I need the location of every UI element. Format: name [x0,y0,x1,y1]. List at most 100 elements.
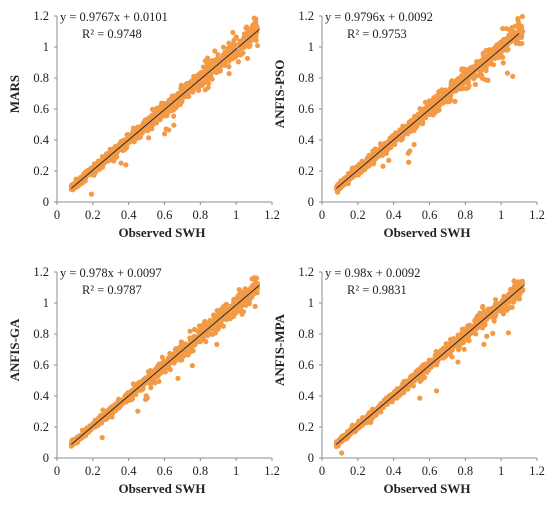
data-point [253,16,259,22]
data-point [439,94,445,100]
data-point [204,55,211,61]
y-tick-label: 0 [308,195,314,209]
data-point [516,296,523,302]
r-squared-label: R² = 0.9748 [82,27,142,41]
y-tick-label: 1.2 [298,265,314,279]
y-tick-label: 0.8 [298,327,314,341]
chart-panel-3: 0 0.2 0.4 0.6 0.8 1 1.2 0 0.2 0.4 0.6 0.8 1 1.2 Observ… [7,265,280,496]
data-point [467,65,473,71]
data-point [486,308,492,315]
data-point [465,323,471,329]
y-tick-label: 0.4 [298,389,314,403]
data-point [165,109,171,115]
data-point [435,357,441,363]
data-point [433,93,439,99]
x-tick-label: 0.6 [422,464,438,478]
data-point [500,25,506,32]
data-point [400,381,406,387]
data-point [201,330,207,336]
data-point [205,85,211,91]
trendline [71,28,260,189]
r-squared-label: R² = 0.9787 [82,283,142,297]
data-point [233,310,239,316]
data-point [484,54,490,60]
data-point [382,140,388,146]
data-point [472,319,478,325]
x-axis-label: Observed SWH [383,225,470,240]
y-tick-label: 0.8 [33,327,49,341]
x-axis-label: Observed SWH [118,225,205,240]
data-point [417,395,423,401]
data-point [100,407,106,413]
x-tick-label: 0.4 [121,208,137,222]
trendline [336,33,520,189]
data-point [207,317,213,324]
data-point [97,159,104,165]
data-point [251,291,257,297]
x-tick-label: 0.8 [193,464,209,478]
x-tick-label: 1.2 [529,464,545,478]
data-point [484,333,490,339]
data-point [186,82,192,88]
data-point [459,66,465,72]
y-tick-label: 0 [43,195,49,209]
data-point [223,301,230,307]
y-tick-label: 0 [43,451,49,465]
y-tick-label: 0.4 [33,389,49,403]
data-point [426,98,433,104]
data-point [163,126,169,132]
data-point [519,40,525,47]
data-point [512,23,518,29]
y-tick-label: 0.2 [298,420,314,434]
data-point [516,288,522,294]
data-point [206,80,212,86]
data-point [169,96,175,102]
data-point [227,46,233,52]
x-tick-label: 0.4 [386,464,402,478]
data-point [449,337,455,343]
data-point [482,77,488,83]
y-tick-label: 1 [43,296,49,310]
data-point [455,359,461,365]
trendline-equation: y = 0.9796x + 0.0092 [325,10,433,24]
data-point [412,113,418,119]
data-point [181,341,187,347]
data-point [422,99,429,105]
data-point [129,396,136,402]
data-point [386,395,392,401]
x-tick-label: 0 [54,464,60,478]
scatter-points [333,278,526,456]
trendline [71,284,260,445]
data-point [463,67,469,73]
data-point [209,331,216,338]
x-tick-label: 0 [319,208,325,222]
data-point [156,371,162,378]
data-point [492,303,499,309]
data-point [190,348,196,354]
trendline [336,284,525,445]
data-point [173,104,180,110]
r-squared-label: R² = 0.9753 [347,27,407,41]
y-tick-label: 1 [308,40,314,54]
data-point [490,330,496,336]
data-point [241,33,248,39]
y-tick-label: 1.2 [33,265,49,279]
data-point [118,160,124,166]
data-point [192,77,198,83]
data-point [453,86,460,92]
x-axis-label: Observed SWH [383,481,470,496]
data-point [505,330,511,336]
data-point [244,55,251,62]
y-tick-label: 0 [308,451,314,465]
data-point [334,443,340,449]
data-point [236,286,242,293]
data-point [419,111,425,118]
data-point [175,375,181,381]
data-point [212,48,218,54]
data-point [461,346,467,352]
data-point [122,143,128,149]
scatter-points [68,15,261,197]
data-point [373,151,379,157]
data-point [339,450,345,456]
data-point [140,128,146,134]
